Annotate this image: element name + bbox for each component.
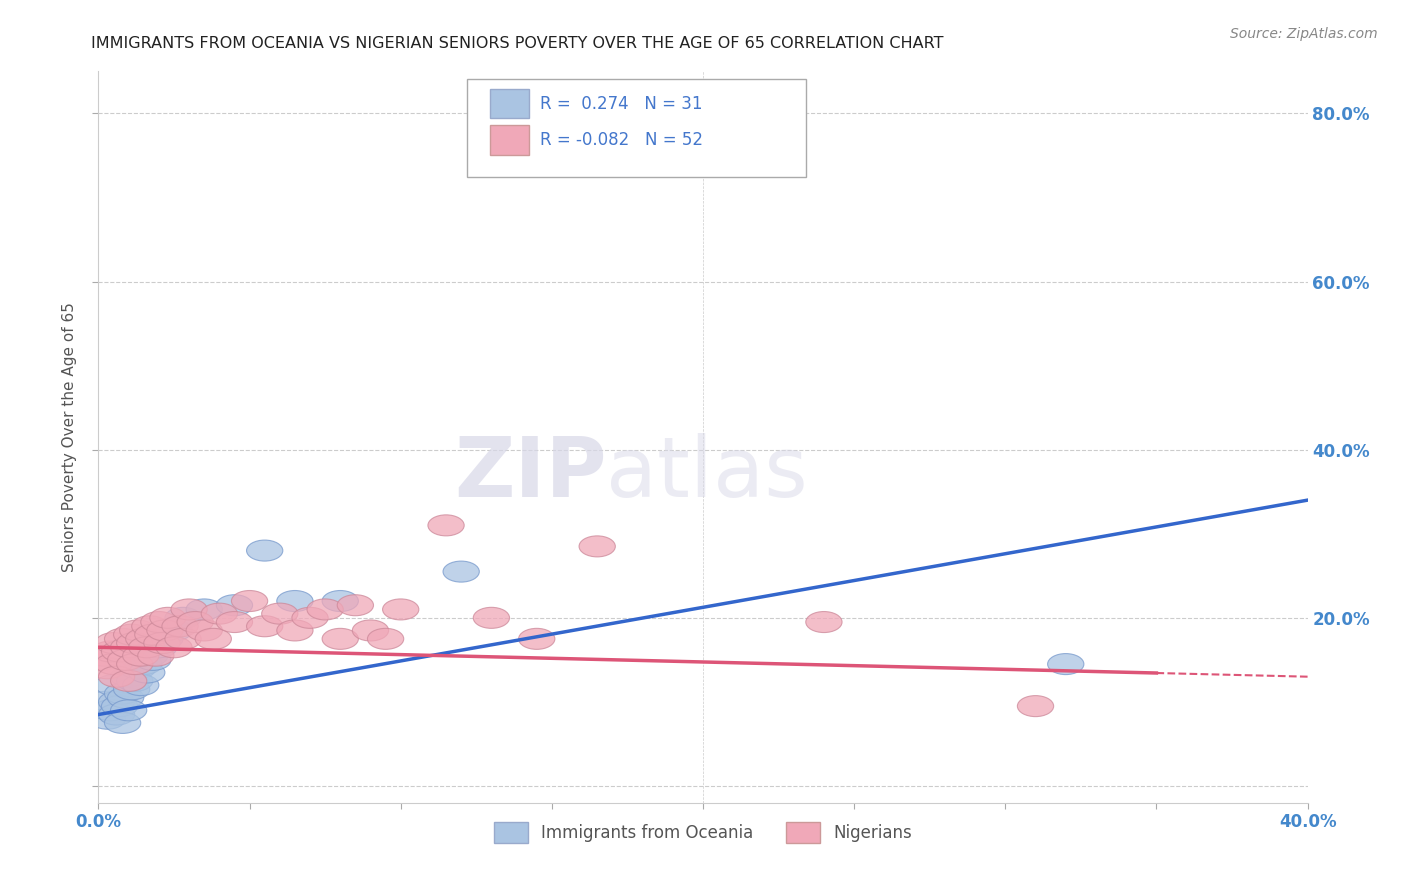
FancyBboxPatch shape <box>491 89 529 118</box>
Ellipse shape <box>90 708 125 730</box>
Ellipse shape <box>107 687 143 708</box>
Ellipse shape <box>195 628 232 649</box>
Ellipse shape <box>474 607 509 628</box>
Ellipse shape <box>114 679 150 700</box>
Ellipse shape <box>98 691 135 713</box>
Y-axis label: Seniors Poverty Over the Age of 65: Seniors Poverty Over the Age of 65 <box>62 302 77 572</box>
Ellipse shape <box>806 612 842 632</box>
Ellipse shape <box>111 700 146 721</box>
Ellipse shape <box>111 637 146 657</box>
Ellipse shape <box>232 591 267 612</box>
Ellipse shape <box>98 704 135 725</box>
Ellipse shape <box>138 645 174 666</box>
Text: IMMIGRANTS FROM OCEANIA VS NIGERIAN SENIORS POVERTY OVER THE AGE OF 65 CORRELATI: IMMIGRANTS FROM OCEANIA VS NIGERIAN SENI… <box>91 36 943 51</box>
Ellipse shape <box>117 632 153 654</box>
Ellipse shape <box>322 591 359 612</box>
FancyBboxPatch shape <box>491 126 529 154</box>
Ellipse shape <box>217 612 253 632</box>
Ellipse shape <box>117 671 153 691</box>
Ellipse shape <box>156 620 193 641</box>
Ellipse shape <box>143 632 180 654</box>
Ellipse shape <box>86 645 122 666</box>
Ellipse shape <box>135 649 172 671</box>
Ellipse shape <box>307 599 343 620</box>
Ellipse shape <box>292 607 328 628</box>
Ellipse shape <box>165 628 201 649</box>
Ellipse shape <box>104 713 141 733</box>
Ellipse shape <box>83 649 120 671</box>
Ellipse shape <box>122 645 159 666</box>
Ellipse shape <box>117 654 153 674</box>
Ellipse shape <box>96 674 132 696</box>
Ellipse shape <box>217 595 253 615</box>
Ellipse shape <box>104 628 141 649</box>
Ellipse shape <box>114 624 150 645</box>
Ellipse shape <box>201 603 238 624</box>
Ellipse shape <box>107 649 143 671</box>
Ellipse shape <box>129 637 165 657</box>
Text: ZIP: ZIP <box>454 434 606 514</box>
Ellipse shape <box>150 607 186 628</box>
Ellipse shape <box>111 671 146 691</box>
Ellipse shape <box>98 666 135 687</box>
Ellipse shape <box>141 612 177 632</box>
Ellipse shape <box>1047 654 1084 674</box>
Ellipse shape <box>427 515 464 536</box>
FancyBboxPatch shape <box>467 78 806 178</box>
Ellipse shape <box>111 666 146 687</box>
Ellipse shape <box>104 683 141 704</box>
Ellipse shape <box>101 696 138 716</box>
Ellipse shape <box>146 620 183 641</box>
Ellipse shape <box>186 599 222 620</box>
Ellipse shape <box>132 615 167 637</box>
Ellipse shape <box>246 540 283 561</box>
Ellipse shape <box>93 700 129 721</box>
Ellipse shape <box>186 620 222 641</box>
Ellipse shape <box>120 620 156 641</box>
Ellipse shape <box>120 657 156 679</box>
Ellipse shape <box>156 637 193 657</box>
Ellipse shape <box>96 632 132 654</box>
Ellipse shape <box>101 641 138 662</box>
Ellipse shape <box>165 607 201 628</box>
Ellipse shape <box>443 561 479 582</box>
Ellipse shape <box>125 628 162 649</box>
Ellipse shape <box>162 615 198 637</box>
Text: atlas: atlas <box>606 434 808 514</box>
Text: R = -0.082   N = 52: R = -0.082 N = 52 <box>540 131 703 149</box>
Ellipse shape <box>246 615 283 637</box>
Ellipse shape <box>382 599 419 620</box>
Ellipse shape <box>132 645 167 666</box>
Ellipse shape <box>86 691 122 713</box>
Ellipse shape <box>579 536 616 557</box>
Ellipse shape <box>146 628 183 649</box>
Ellipse shape <box>129 662 165 683</box>
Text: Source: ZipAtlas.com: Source: ZipAtlas.com <box>1230 27 1378 41</box>
Ellipse shape <box>367 628 404 649</box>
Ellipse shape <box>135 624 172 645</box>
Ellipse shape <box>262 603 298 624</box>
Ellipse shape <box>96 654 132 674</box>
Ellipse shape <box>519 628 555 649</box>
Ellipse shape <box>322 628 359 649</box>
Ellipse shape <box>337 595 374 615</box>
Legend: Immigrants from Oceania, Nigerians: Immigrants from Oceania, Nigerians <box>488 815 918 849</box>
Ellipse shape <box>172 599 207 620</box>
Ellipse shape <box>277 591 314 612</box>
Text: R =  0.274   N = 31: R = 0.274 N = 31 <box>540 95 702 112</box>
Ellipse shape <box>93 641 129 662</box>
Ellipse shape <box>90 657 125 679</box>
Ellipse shape <box>125 654 162 674</box>
Ellipse shape <box>353 620 388 641</box>
Ellipse shape <box>177 612 214 632</box>
Ellipse shape <box>141 637 177 657</box>
Ellipse shape <box>1018 696 1053 716</box>
Ellipse shape <box>122 674 159 696</box>
Ellipse shape <box>277 620 314 641</box>
